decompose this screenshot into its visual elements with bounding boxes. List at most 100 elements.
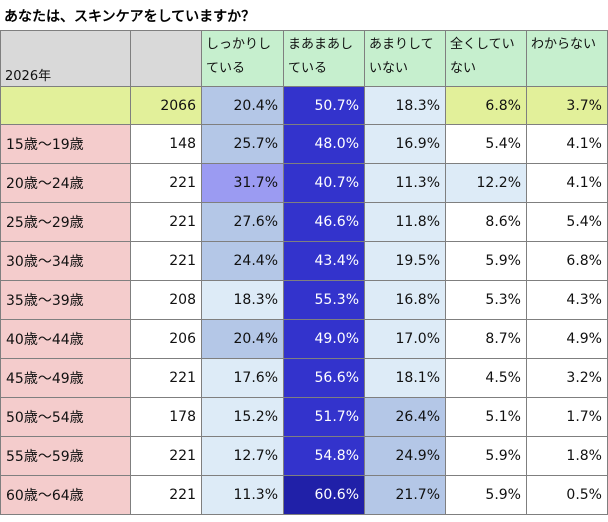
age-label: 20歳～24歳: [0, 163, 131, 203]
value-cell: 18.3%: [201, 280, 284, 320]
value-cell: 31.7%: [201, 163, 284, 203]
age-label: 40歳～44歳: [0, 319, 131, 359]
value-cell: 24.9%: [364, 436, 446, 476]
table-row: 25歳～29歳 221 27.6% 46.6% 11.8% 8.6% 5.4%: [0, 202, 608, 242]
column-header: 全くしてい ない: [445, 30, 527, 87]
sample-size: 221: [130, 202, 202, 242]
total-label: [0, 86, 131, 125]
table-row: 40歳～44歳 206 20.4% 49.0% 17.0% 8.7% 4.9%: [0, 319, 608, 359]
sample-size: 221: [130, 358, 202, 398]
value-cell: 4.5%: [445, 358, 527, 398]
value-cell: 1.7%: [526, 397, 608, 437]
column-header-line: ない: [450, 61, 477, 76]
column-header-line: しっかりし: [206, 37, 272, 52]
value-cell: 20.4%: [201, 319, 284, 359]
age-label: 45歳～49歳: [0, 358, 131, 398]
total-n: 2066: [130, 86, 202, 125]
age-label: 25歳～29歳: [0, 202, 131, 242]
page-title: あなたは、スキンケアをしていますか？: [4, 9, 256, 25]
value-cell: 11.3%: [201, 475, 284, 515]
total-value-cell: 3.7%: [526, 86, 608, 125]
table-row: 30歳～34歳 221 24.4% 43.4% 19.5% 5.9% 6.8%: [0, 241, 608, 281]
value-cell: 54.8%: [283, 436, 365, 476]
value-cell: 5.9%: [445, 475, 527, 515]
value-cell: 17.0%: [364, 319, 446, 359]
value-cell: 8.6%: [445, 202, 527, 242]
value-cell: 18.1%: [364, 358, 446, 398]
value-cell: 4.3%: [526, 280, 608, 320]
value-cell: 21.7%: [364, 475, 446, 515]
sample-size: 208: [130, 280, 202, 320]
value-cell: 12.7%: [201, 436, 284, 476]
value-cell: 56.6%: [283, 358, 365, 398]
column-header: あまりして いない: [364, 30, 446, 87]
sample-size: 221: [130, 436, 202, 476]
column-header-line: ている: [206, 61, 246, 76]
age-label: 55歳～59歳: [0, 436, 131, 476]
value-cell: 15.2%: [201, 397, 284, 437]
value-cell: 6.8%: [526, 241, 608, 281]
sample-size: 206: [130, 319, 202, 359]
value-cell: 27.6%: [201, 202, 284, 242]
total-value-cell: 18.3%: [364, 86, 446, 125]
total-value-cell: 6.8%: [445, 86, 527, 125]
value-cell: 1.8%: [526, 436, 608, 476]
total-value-cell: 50.7%: [283, 86, 365, 125]
value-cell: 11.8%: [364, 202, 446, 242]
value-cell: 46.6%: [283, 202, 365, 242]
value-cell: 5.4%: [526, 202, 608, 242]
value-cell: 5.1%: [445, 397, 527, 437]
age-label: 35歳～39歳: [0, 280, 131, 320]
age-label: 60歳～64歳: [0, 475, 131, 515]
column-header-line: まあまあし: [288, 37, 354, 52]
age-label: 50歳～54歳: [0, 397, 131, 437]
skincare-table: 2026年 しっかりしている まあまあしている あまりして いない 全くしていない…: [0, 30, 608, 515]
column-header: まあまあし ている: [283, 30, 365, 87]
column-header-line: ている: [288, 61, 328, 76]
value-cell: 49.0%: [283, 319, 365, 359]
value-cell: 51.7%: [283, 397, 365, 437]
value-cell: 4.1%: [526, 124, 608, 164]
sample-size: 221: [130, 241, 202, 281]
table-row: 35歳～39歳 208 18.3% 55.3% 16.8% 5.3% 4.3%: [0, 280, 608, 320]
table-row: 20歳～24歳 221 31.7% 40.7% 11.3% 12.2% 4.1%: [0, 163, 608, 203]
total-row: 2066 20.4% 50.7% 18.3% 6.8% 3.7%: [0, 86, 608, 125]
table-row: 15歳～19歳 148 25.7% 48.0% 16.9% 5.4% 4.1%: [0, 124, 608, 164]
value-cell: 4.9%: [526, 319, 608, 359]
value-cell: 5.4%: [445, 124, 527, 164]
table-row: 50歳～54歳 178 15.2% 51.7% 26.4% 5.1% 1.7%: [0, 397, 608, 437]
value-cell: 5.9%: [445, 241, 527, 281]
value-cell: 25.7%: [201, 124, 284, 164]
value-cell: 5.9%: [445, 436, 527, 476]
value-cell: 60.6%: [283, 475, 365, 515]
column-header-line: 全くしてい: [450, 37, 515, 52]
corner-label: 2026年: [0, 30, 131, 87]
value-cell: 48.0%: [283, 124, 365, 164]
value-cell: 3.2%: [526, 358, 608, 398]
value-cell: 12.2%: [445, 163, 527, 203]
column-header: しっかりし ている: [201, 30, 284, 87]
age-label: 30歳～34歳: [0, 241, 131, 281]
value-cell: 0.5%: [526, 475, 608, 515]
value-cell: 43.4%: [283, 241, 365, 281]
value-cell: 5.3%: [445, 280, 527, 320]
value-cell: 4.1%: [526, 163, 608, 203]
n-header: [130, 30, 202, 87]
sample-size: 148: [130, 124, 202, 164]
column-header-line: いない: [369, 61, 409, 76]
value-cell: 16.8%: [364, 280, 446, 320]
value-cell: 24.4%: [201, 241, 284, 281]
value-cell: 17.6%: [201, 358, 284, 398]
value-cell: 19.5%: [364, 241, 446, 281]
sample-size: 178: [130, 397, 202, 437]
table-row: 45歳～49歳 221 17.6% 56.6% 18.1% 4.5% 3.2%: [0, 358, 608, 398]
value-cell: 16.9%: [364, 124, 446, 164]
value-cell: 26.4%: [364, 397, 446, 437]
column-header-line: わからない: [531, 37, 597, 52]
table-row: 55歳～59歳 221 12.7% 54.8% 24.9% 5.9% 1.8%: [0, 436, 608, 476]
sample-size: 221: [130, 475, 202, 515]
value-cell: 55.3%: [283, 280, 365, 320]
value-cell: 40.7%: [283, 163, 365, 203]
age-label: 15歳～19歳: [0, 124, 131, 164]
column-header: わからない: [526, 30, 608, 87]
